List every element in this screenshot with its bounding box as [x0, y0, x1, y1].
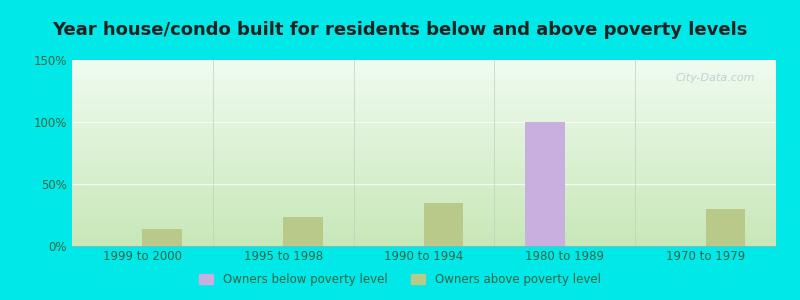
Legend: Owners below poverty level, Owners above poverty level: Owners below poverty level, Owners above… — [194, 269, 606, 291]
Text: Year house/condo built for residents below and above poverty levels: Year house/condo built for residents bel… — [52, 21, 748, 39]
Text: City-Data.com: City-Data.com — [675, 73, 755, 83]
Bar — [526, 122, 565, 246]
Bar — [424, 202, 463, 246]
Bar — [283, 218, 322, 246]
Bar — [706, 209, 745, 246]
Bar — [142, 229, 182, 246]
